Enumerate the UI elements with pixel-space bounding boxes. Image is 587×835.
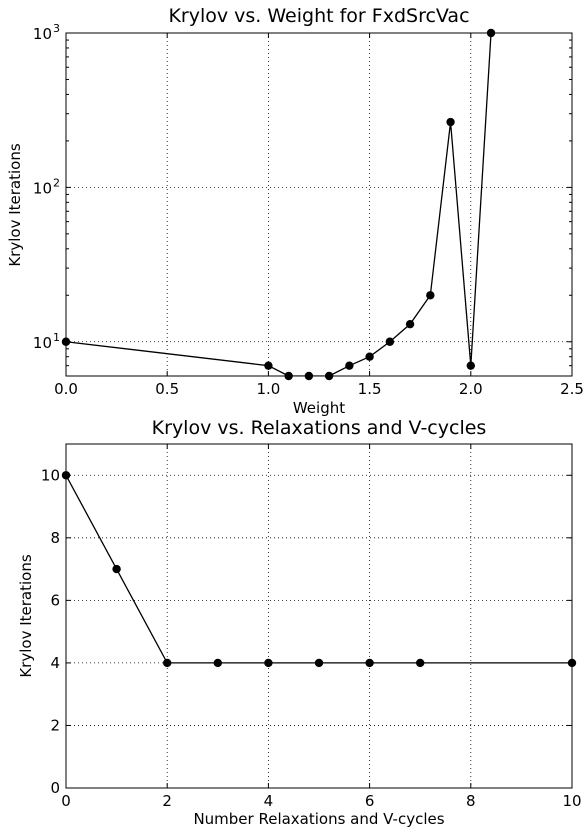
y-tick-label: 10 (33, 25, 52, 43)
x-tick-label: 2 (162, 792, 172, 810)
y-axis-label: Krylov Iterations (6, 143, 24, 266)
data-point (426, 291, 435, 300)
y-tick-label: 2 (50, 716, 60, 734)
chart-title: Krylov vs. Relaxations and V-cycles (152, 417, 487, 439)
y-tick-label: 10 (33, 179, 52, 197)
data-point (112, 564, 121, 574)
data-point (385, 337, 395, 346)
series-line (66, 33, 492, 376)
y-tick-label: 4 (50, 654, 60, 672)
data-point (365, 352, 374, 361)
data-series (61, 471, 577, 668)
x-tick-label: 8 (466, 792, 476, 810)
y-tick-label: 10 (41, 466, 60, 484)
axis-ticks: 0 2 4 6 8 10 0 2 4 6 8 10 (41, 444, 582, 810)
y-tick-label: 8 (50, 529, 60, 547)
data-series (61, 28, 496, 381)
plot-frame (65, 443, 573, 789)
x-axis-label: Weight (293, 399, 345, 417)
x-axis-label: Number Relaxations and V-cycles (193, 810, 444, 828)
x-tick-label: 1.0 (256, 380, 280, 398)
chart-krylov-vs-relaxations: Krylov vs. Relaxations and V-cycles 0 2 4 6… (17, 417, 582, 828)
series-line (66, 474, 572, 664)
data-point (416, 658, 425, 668)
data-point (314, 658, 324, 668)
x-tick-label: 0 (61, 792, 71, 810)
x-tick-label: 4 (264, 792, 274, 810)
y-tick-exponent: 1 (53, 331, 60, 344)
grid (66, 33, 572, 376)
y-tick-label: 6 (50, 591, 60, 609)
data-point (365, 658, 374, 668)
plot-frame (65, 32, 573, 377)
y-axis-label: Krylov Iterations (17, 554, 35, 677)
x-tick-label: 6 (365, 792, 375, 810)
data-point (163, 658, 172, 668)
y-tick-exponent: 2 (53, 176, 60, 189)
y-tick-exponent: 3 (53, 22, 60, 35)
data-point (405, 319, 415, 329)
data-point (446, 117, 455, 127)
x-tick-label: 0.5 (155, 380, 179, 398)
chart-krylov-vs-weight: Krylov vs. Weight for FxdSrcVac 0.0 0.5 1.… (6, 5, 584, 417)
data-point (466, 361, 475, 370)
data-point (345, 361, 354, 370)
y-tick-label: 0 (50, 779, 60, 797)
data-point (213, 658, 222, 668)
data-point (264, 361, 273, 370)
x-tick-label: 2.5 (560, 380, 584, 398)
x-tick-label: 0.0 (54, 380, 78, 398)
data-point (264, 658, 273, 668)
y-tick-label: 10 (33, 334, 52, 352)
x-tick-label: 10 (562, 792, 581, 810)
x-tick-label: 2.0 (459, 380, 483, 398)
x-tick-label: 1.5 (358, 380, 382, 398)
chart-title: Krylov vs. Weight for FxdSrcVac (168, 5, 469, 27)
